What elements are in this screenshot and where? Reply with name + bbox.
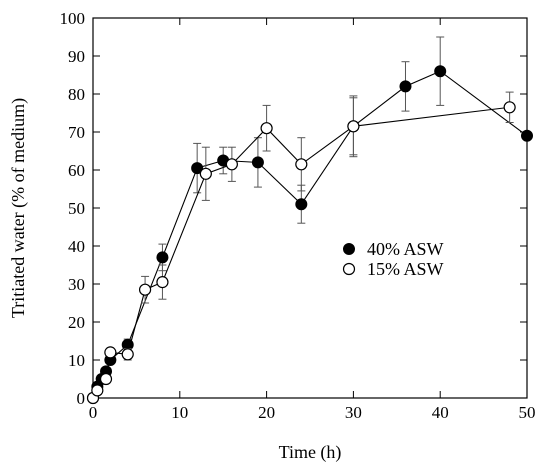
legend-label-40-asw: 40% ASW xyxy=(367,239,444,259)
data-point-15-asw xyxy=(104,346,117,359)
data-point-40-asw xyxy=(295,198,308,211)
y-tick-label: 20 xyxy=(68,313,85,332)
x-tick-label: 30 xyxy=(345,403,362,422)
legend-marker-40-asw xyxy=(343,243,355,255)
x-tick-label: 40 xyxy=(432,403,449,422)
legend-marker-15-asw xyxy=(342,262,356,276)
data-point-15-asw xyxy=(225,158,238,171)
y-tick-label: 70 xyxy=(68,123,85,142)
x-axis-title: Time (h) xyxy=(279,442,342,463)
data-point-40-asw xyxy=(251,156,264,169)
data-point-15-asw xyxy=(156,276,169,289)
data-point-15-asw xyxy=(347,120,360,133)
data-point-15-asw xyxy=(121,348,134,361)
data-point-40-asw xyxy=(521,129,533,142)
y-tick-label: 10 xyxy=(68,351,85,370)
data-point-15-asw xyxy=(260,122,273,135)
data-point-15-asw xyxy=(199,167,212,180)
series-40-asw xyxy=(87,36,533,404)
y-tick-label: 90 xyxy=(68,47,85,66)
series-15-asw xyxy=(86,91,516,405)
series-line-40-asw xyxy=(92,70,528,399)
y-tick-label: 0 xyxy=(77,389,86,408)
y-tick-label: 50 xyxy=(68,199,85,218)
series-layer xyxy=(86,36,533,405)
data-point-15-asw xyxy=(138,283,152,296)
legend: 40% ASW 15% ASW xyxy=(342,239,444,279)
axis-ticks: 0 10 20 30 40 50 0 10 20 30 40 50 60 70 80 90 100 xyxy=(60,9,536,422)
plot-frame xyxy=(92,17,528,399)
data-point-40-asw xyxy=(191,162,204,175)
y-tick-label: 30 xyxy=(68,275,85,294)
y-tick-label: 40 xyxy=(68,237,85,256)
y-axis-title: Tritiated water (% of medium) xyxy=(8,98,29,318)
legend-label-15-asw: 15% ASW xyxy=(367,259,444,279)
x-tick-label: 20 xyxy=(258,403,275,422)
x-tick-label: 50 xyxy=(519,403,536,422)
data-point-15-asw xyxy=(295,158,308,171)
data-point-15-asw xyxy=(503,101,516,114)
data-point-15-asw xyxy=(99,372,113,386)
y-tick-label: 80 xyxy=(68,85,85,104)
x-tick-label: 10 xyxy=(171,403,188,422)
data-point-40-asw xyxy=(399,80,412,93)
data-point-15-asw xyxy=(91,384,104,397)
data-point-40-asw xyxy=(434,65,447,78)
y-tick-label: 100 xyxy=(60,9,86,28)
data-point-40-asw xyxy=(156,251,169,264)
y-tick-label: 60 xyxy=(68,161,85,180)
x-tick-label: 0 xyxy=(89,403,98,422)
